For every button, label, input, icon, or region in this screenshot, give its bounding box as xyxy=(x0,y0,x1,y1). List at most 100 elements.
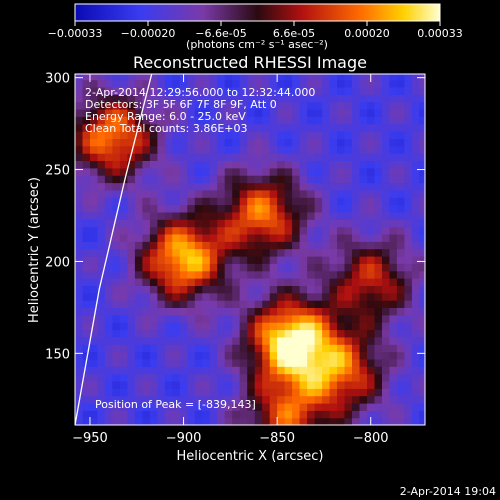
heatmap-cell xyxy=(389,366,398,375)
heatmap-cell xyxy=(359,373,368,382)
heatmap-cell xyxy=(396,307,405,316)
heatmap-cell xyxy=(232,278,241,286)
heatmap-cell xyxy=(172,204,181,213)
heatmap-cell xyxy=(172,248,181,257)
heatmap-cell xyxy=(344,167,353,176)
heatmap-cell xyxy=(374,211,383,220)
heatmap-cell xyxy=(367,79,376,88)
heatmap-cell xyxy=(112,255,121,264)
heatmap-cell xyxy=(247,211,256,220)
heatmap-cell xyxy=(194,388,203,397)
heatmap-cell xyxy=(396,108,405,117)
heatmap-cell xyxy=(82,74,91,81)
heatmap-cell xyxy=(344,351,353,360)
heatmap-cell xyxy=(367,182,376,191)
heatmap-cell xyxy=(97,226,106,235)
heatmap-cell xyxy=(359,116,368,125)
heatmap-cell xyxy=(269,123,278,132)
heatmap-cell xyxy=(224,211,233,220)
heatmap-cell xyxy=(179,329,188,338)
heatmap-cell xyxy=(127,351,136,360)
heatmap-cell xyxy=(224,86,233,95)
heatmap-cell xyxy=(292,182,301,191)
heatmap-cell xyxy=(239,197,248,206)
heatmap-cell xyxy=(172,263,181,272)
heatmap-cell xyxy=(269,108,278,117)
heatmap-cell xyxy=(359,366,368,375)
heatmap-cell xyxy=(224,388,233,397)
heatmap-cell xyxy=(75,388,84,397)
heatmap-cell xyxy=(187,167,196,176)
heatmap-cell xyxy=(209,410,218,419)
heatmap-cell xyxy=(292,395,301,404)
heatmap-cell xyxy=(232,351,241,360)
heatmap-cell xyxy=(359,248,368,257)
heatmap-cell xyxy=(239,417,248,425)
heatmap-cell xyxy=(97,417,106,425)
heatmap-cell xyxy=(119,270,128,279)
heatmap-cell xyxy=(277,108,286,117)
heatmap-cell xyxy=(419,388,425,397)
heatmap-cell xyxy=(352,395,361,404)
heatmap-cell xyxy=(142,94,151,103)
heatmap-cell xyxy=(419,395,425,404)
heatmap-cell xyxy=(344,307,353,316)
heatmap-cell xyxy=(337,160,346,169)
heatmap-cell xyxy=(134,380,143,389)
heatmap-cell xyxy=(90,292,99,301)
heatmap-cell xyxy=(277,182,286,191)
heatmap-cell xyxy=(254,219,263,228)
heatmap-cell xyxy=(404,336,413,345)
heatmap-cell xyxy=(247,314,256,323)
heatmap-cell xyxy=(127,189,136,198)
heatmap-cell xyxy=(217,123,226,132)
heatmap-cell xyxy=(179,388,188,397)
heatmap-cell xyxy=(329,373,338,382)
heatmap-cell xyxy=(254,94,263,103)
heatmap-cell xyxy=(344,300,353,308)
heatmap-cell xyxy=(374,410,383,419)
heatmap-cell xyxy=(134,358,143,367)
heatmap-cell xyxy=(232,358,241,367)
heatmap-cell xyxy=(404,380,413,389)
heatmap-cell xyxy=(352,292,361,301)
heatmap-cell xyxy=(307,86,316,95)
heatmap-cell xyxy=(239,380,248,389)
heatmap-cell xyxy=(292,197,301,206)
heatmap-cell xyxy=(119,189,128,198)
heatmap-cell xyxy=(104,101,113,110)
heatmap-cell xyxy=(209,358,218,367)
heatmap-cell xyxy=(232,204,241,213)
heatmap-cell xyxy=(337,131,346,139)
heatmap-cell xyxy=(292,138,301,147)
heatmap-cell xyxy=(232,314,241,323)
heatmap-cell xyxy=(194,233,203,242)
heatmap-cell xyxy=(284,197,293,206)
heatmap-cell xyxy=(187,211,196,220)
colorbar-tick-label: −6.6e-05 xyxy=(195,27,246,40)
heatmap-cell xyxy=(149,248,158,257)
heatmap-cell xyxy=(104,351,113,360)
heatmap-cell xyxy=(209,241,218,250)
heatmap-cell xyxy=(277,145,286,154)
heatmap-cell xyxy=(194,307,203,316)
heatmap-cell xyxy=(254,395,263,404)
heatmap-cell xyxy=(75,108,84,117)
heatmap-cell xyxy=(352,373,361,382)
heatmap-cell xyxy=(299,182,308,191)
heatmap-cell xyxy=(187,263,196,272)
heatmap-cell xyxy=(352,153,361,161)
heatmap-cell xyxy=(329,329,338,338)
heatmap-cell xyxy=(142,74,151,81)
heatmap-cell xyxy=(90,94,99,103)
heatmap-cell xyxy=(247,380,256,389)
heatmap-cell xyxy=(344,358,353,367)
heatmap-cell xyxy=(411,197,420,206)
heatmap-cell xyxy=(157,153,166,161)
heatmap-cell xyxy=(119,94,128,103)
heatmap-cell xyxy=(75,189,84,198)
heatmap-cell xyxy=(247,204,256,213)
heatmap-cell xyxy=(337,314,346,323)
heatmap-cell xyxy=(254,344,263,353)
heatmap-cell xyxy=(164,204,173,213)
